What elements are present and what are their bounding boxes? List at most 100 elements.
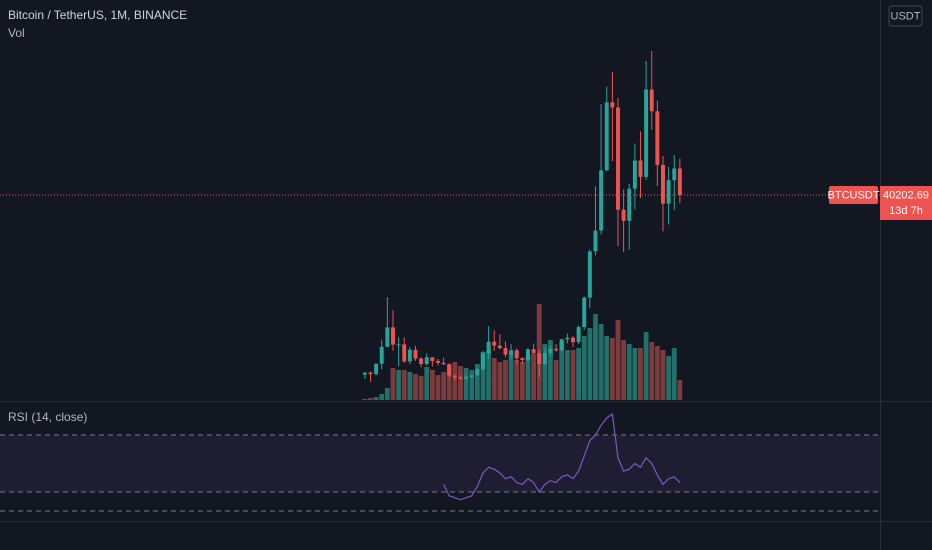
- candle-body: [509, 350, 514, 355]
- volume-bar: [581, 336, 587, 400]
- volume-bar: [368, 398, 373, 400]
- volume-bar: [446, 366, 452, 400]
- volume-bar: [570, 350, 576, 400]
- volume-bar: [632, 348, 638, 400]
- volume-bar: [491, 358, 497, 400]
- volume-bar: [638, 348, 643, 400]
- candle-body: [576, 327, 581, 343]
- candle-body: [368, 372, 373, 375]
- candle-body: [666, 180, 671, 204]
- volume-bar: [384, 388, 390, 400]
- candle-body: [599, 170, 604, 231]
- candle-body: [531, 349, 536, 354]
- rsi-title: RSI (14, close): [8, 410, 87, 424]
- candle-body: [526, 349, 530, 361]
- candle-body: [469, 375, 474, 377]
- candle-body: [402, 344, 407, 362]
- candle-body: [610, 102, 615, 108]
- volume-bar: [458, 366, 463, 400]
- volume-bar: [401, 370, 407, 400]
- candle-body: [379, 346, 384, 364]
- candle-body: [407, 349, 412, 362]
- volume-bar: [593, 314, 598, 400]
- volume-bar: [548, 340, 553, 400]
- rsi-line: [443, 412, 681, 501]
- volume-bar: [519, 362, 525, 400]
- volume-bar: [677, 380, 683, 400]
- candle-body: [537, 353, 542, 364]
- symbol-tag-box: [829, 185, 878, 204]
- volume-bar: [615, 320, 621, 400]
- volume-bar: [542, 344, 548, 400]
- volume-bar: [587, 328, 593, 400]
- candle-body: [391, 327, 395, 345]
- candle-body: [362, 372, 367, 375]
- candle-body: [548, 348, 553, 353]
- volume-bar: [531, 354, 537, 400]
- volume-bar: [373, 397, 379, 400]
- volume-bar: [480, 352, 486, 400]
- candle-body: [604, 102, 609, 171]
- candle-body: [621, 209, 626, 221]
- candle-body: [587, 251, 592, 298]
- candle-body: [554, 348, 559, 351]
- volume-bar: [362, 399, 368, 400]
- volume-bar: [390, 368, 396, 400]
- volume-bar: [441, 372, 447, 400]
- candle-body: [672, 168, 677, 181]
- volume-bar: [564, 350, 570, 400]
- candle-body: [458, 377, 463, 379]
- volume-bar: [407, 372, 413, 400]
- candle-body: [413, 349, 418, 359]
- candle-body: [559, 339, 564, 351]
- candle-body: [396, 344, 401, 346]
- candle-body: [464, 376, 469, 379]
- candle-body: [447, 364, 452, 376]
- rsi-band: [0, 434, 880, 493]
- volume-bar: [654, 346, 660, 400]
- volume-bar: [626, 344, 632, 400]
- volume-bar: [379, 394, 385, 400]
- candle-body: [385, 327, 390, 347]
- volume-bar: [508, 354, 514, 400]
- volume-bar: [424, 367, 430, 400]
- volume-bar: [525, 356, 531, 400]
- candle-body: [638, 160, 643, 177]
- volume-bar: [559, 342, 565, 400]
- candle-body: [582, 297, 587, 328]
- volume-bar: [452, 362, 458, 400]
- volume-bar: [649, 342, 655, 400]
- volume-bar: [413, 374, 418, 400]
- candle-body: [475, 369, 480, 376]
- candle-body: [655, 111, 660, 165]
- candle-body: [430, 357, 435, 361]
- symbol-tag: BTCUSDT: [828, 189, 880, 201]
- candle-body: [497, 345, 502, 349]
- candle-body: [441, 362, 446, 365]
- currency[interactable]: USDT: [891, 10, 921, 22]
- candle-body: [616, 107, 620, 210]
- candle-body: [503, 348, 508, 355]
- volume-bar: [463, 368, 469, 400]
- candle-body: [492, 341, 497, 346]
- volume-bar: [553, 360, 559, 400]
- candle-body: [481, 353, 485, 370]
- volume-bar: [671, 348, 677, 400]
- volume-bar: [598, 324, 604, 400]
- candle-body: [452, 375, 457, 378]
- currency-box[interactable]: [888, 5, 923, 27]
- candle-body: [520, 358, 525, 361]
- last-price-box: [880, 185, 932, 220]
- candle-body: [649, 89, 654, 112]
- candle-body: [436, 360, 440, 363]
- volume-bar: [576, 348, 582, 400]
- volume-bar: [660, 350, 666, 400]
- volume-bar: [469, 370, 475, 400]
- candle-body: [565, 337, 570, 340]
- candle-body: [542, 352, 547, 364]
- volume-bar: [609, 338, 615, 400]
- chart-title: Bitcoin / TetherUS, 1M, BINANCE: [8, 8, 187, 22]
- volume-bar: [514, 360, 520, 400]
- candle-body: [644, 89, 649, 177]
